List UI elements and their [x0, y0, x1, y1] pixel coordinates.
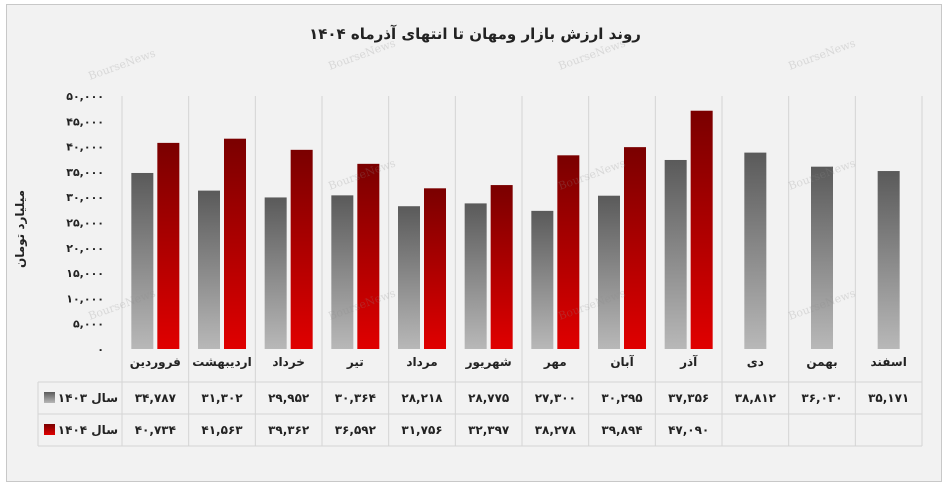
data-label: ۴۰,۷۳۴	[135, 423, 176, 437]
legend-key-1403	[44, 392, 55, 403]
data-label: ۳۹,۸۹۴	[601, 423, 642, 437]
data-label: ۴۱,۵۶۳	[201, 423, 243, 437]
bar-1403	[198, 190, 220, 349]
bar-1403	[877, 171, 900, 349]
y-tick-label: ۲۰,۰۰۰	[66, 242, 104, 255]
category-label: شهریور	[465, 355, 512, 370]
data-label: ۳۱,۳۰۲	[201, 391, 243, 405]
data-label: ۳۲,۳۹۷	[468, 423, 510, 437]
data-label: ۳۶,۵۹۲	[335, 423, 377, 437]
legend-label: سال ۱۴۰۴	[58, 423, 118, 437]
y-tick-label: ۱۵,۰۰۰	[66, 267, 104, 280]
chart-title: روند ارزش بازار ومهان تا انتهای آذرماه ۱…	[309, 25, 641, 43]
y-tick-label: ۴۵,۰۰۰	[66, 115, 104, 128]
watermark-text: BourseNews	[787, 36, 858, 72]
y-tick-label: ۱۰,۰۰۰	[66, 292, 104, 305]
bar-1404	[424, 188, 446, 349]
bar-1404	[157, 142, 180, 349]
data-label: ۳۷,۳۵۶	[668, 391, 709, 405]
bar-1404	[557, 155, 580, 349]
data-label: ۳۹,۳۶۲	[268, 423, 310, 437]
data-label: ۳۰,۳۶۴	[335, 391, 376, 405]
bar-1404	[357, 163, 380, 349]
bar-1403	[811, 166, 833, 349]
y-tick-label: ۵,۰۰۰	[73, 318, 104, 331]
y-tick-label: ۳۵,۰۰۰	[66, 166, 104, 179]
data-label: ۴۷,۰۹۰	[668, 423, 709, 437]
bar-1403	[131, 172, 154, 349]
data-label: ۳۴,۷۸۷	[135, 391, 177, 405]
legend-key-1404	[44, 424, 55, 435]
category-label: خرداد	[272, 355, 305, 369]
data-label: ۳۰,۲۹۵	[601, 391, 642, 405]
bar-1403	[398, 206, 420, 349]
bar-1404	[490, 185, 513, 349]
watermark-text: BourseNews	[87, 46, 158, 82]
bar-1404	[624, 147, 646, 349]
watermark-text: BourseNews	[327, 36, 398, 72]
data-label: ۲۸,۷۷۵	[468, 391, 509, 405]
bar-1403	[664, 159, 687, 349]
category-label: آذر	[679, 354, 698, 369]
category-label: بهمن	[806, 355, 837, 369]
bar-1403	[464, 203, 487, 349]
data-label: ۲۸,۲۱۸	[401, 391, 443, 405]
category-label: اردیبهشت	[192, 355, 251, 369]
y-tick-label: ۴۰,۰۰۰	[66, 141, 104, 154]
y-tick-label: ۲۵,۰۰۰	[66, 217, 104, 230]
category-label: اسفند	[870, 355, 906, 369]
bar-1404	[224, 138, 246, 349]
data-label: ۳۵,۱۷۱	[868, 391, 909, 405]
bar-1404	[690, 110, 713, 349]
category-label: مهر	[543, 355, 567, 369]
legend-label: سال ۱۴۰۳	[58, 391, 118, 405]
category-label: تیر	[346, 355, 364, 369]
bar-1403	[744, 152, 767, 349]
y-tick-label: ۳۰,۰۰۰	[66, 191, 104, 204]
data-label: ۳۸,۲۷۸	[535, 423, 577, 437]
bar-1403	[531, 210, 554, 349]
data-label: ۳۸,۸۱۲	[735, 391, 777, 405]
data-label: ۳۱,۷۵۶	[401, 423, 442, 437]
data-label: ۲۷,۳۰۰	[535, 391, 576, 405]
category-label: آبان	[610, 354, 634, 369]
bar-1404	[290, 149, 313, 349]
bar-1403	[264, 197, 287, 349]
category-label: دی	[747, 355, 764, 369]
y-tick-label: ۰	[97, 343, 104, 356]
data-label: ۲۹,۹۵۲	[268, 391, 310, 405]
bar-1403	[331, 195, 354, 349]
watermark-text: BourseNews	[557, 36, 628, 72]
data-label: ۳۶,۰۳۰	[801, 391, 842, 405]
category-label: فروردین	[130, 355, 181, 370]
bar-1403	[598, 195, 620, 349]
category-label: مرداد	[406, 355, 437, 369]
y-tick-label: ۵۰,۰۰۰	[66, 90, 104, 103]
